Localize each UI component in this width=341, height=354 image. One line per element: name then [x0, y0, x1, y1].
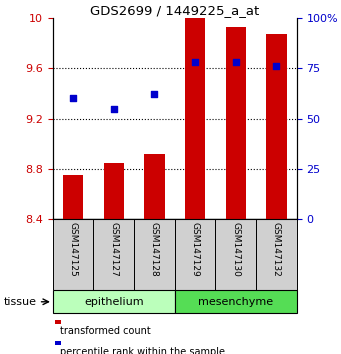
Bar — [175, 219, 216, 290]
Text: GSM147128: GSM147128 — [150, 222, 159, 276]
Text: mesenchyme: mesenchyme — [198, 297, 273, 307]
Bar — [216, 219, 256, 290]
Bar — [266, 34, 286, 219]
Point — [71, 96, 76, 101]
Text: GSM147125: GSM147125 — [69, 222, 78, 276]
Point — [233, 59, 238, 65]
Text: percentile rank within the sample: percentile rank within the sample — [60, 347, 225, 354]
Point — [273, 63, 279, 69]
Text: GSM147129: GSM147129 — [191, 222, 199, 276]
Bar — [63, 175, 83, 219]
Text: transformed count: transformed count — [60, 326, 150, 336]
Point — [152, 92, 157, 97]
Text: epithelium: epithelium — [84, 297, 144, 307]
Bar — [104, 163, 124, 219]
Bar — [225, 27, 246, 219]
Bar — [256, 219, 297, 290]
Bar — [53, 219, 93, 290]
Point — [111, 105, 117, 111]
Bar — [175, 290, 297, 313]
Bar — [144, 154, 165, 219]
Title: GDS2699 / 1449225_a_at: GDS2699 / 1449225_a_at — [90, 4, 260, 17]
Bar — [185, 18, 205, 219]
Bar — [134, 219, 175, 290]
Text: GSM147130: GSM147130 — [231, 222, 240, 276]
Text: GSM147127: GSM147127 — [109, 222, 118, 276]
Text: tissue: tissue — [3, 297, 36, 307]
Bar — [93, 219, 134, 290]
Text: GSM147132: GSM147132 — [272, 222, 281, 276]
Point — [192, 59, 198, 65]
Bar — [53, 290, 175, 313]
